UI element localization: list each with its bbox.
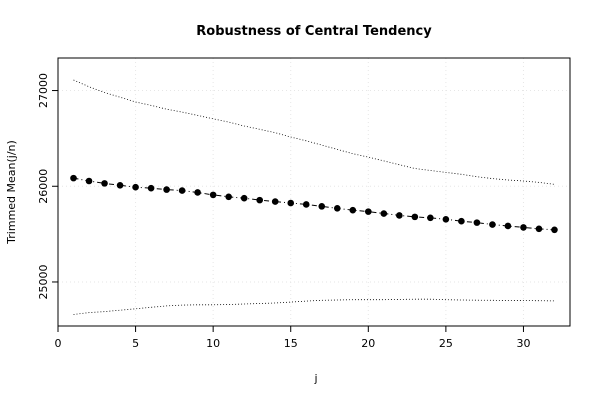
- mean-point: [209, 191, 217, 199]
- mean-point: [380, 210, 388, 217]
- x-tick-label: 10: [206, 337, 220, 350]
- y-tick-label: 27000: [37, 73, 50, 108]
- mean-point: [349, 206, 357, 214]
- mean-point: [504, 222, 512, 230]
- mean-point: [427, 214, 434, 222]
- mean-point: [551, 226, 558, 234]
- mean-point: [473, 219, 481, 226]
- grid-lines: [57, 58, 570, 326]
- plot-frame: [57, 57, 571, 327]
- mean-point: [287, 199, 295, 207]
- x-tick-label: 30: [516, 337, 530, 350]
- mean-point: [240, 194, 248, 202]
- mean-point: [396, 212, 403, 219]
- mean-point: [194, 189, 201, 196]
- confidence-bands: [73, 79, 555, 315]
- mean-point: [302, 201, 310, 208]
- mean-point: [225, 193, 232, 201]
- mean-point: [489, 221, 496, 228]
- x-tick-label: 20: [361, 337, 375, 350]
- y-axis: 25000 26000 27000: [37, 73, 58, 299]
- x-tick-label: 15: [284, 337, 298, 350]
- y-tick-label: 26000: [37, 169, 50, 204]
- mean-point: [520, 224, 527, 231]
- mean-point: [163, 186, 170, 193]
- mean-point: [132, 183, 139, 191]
- mean-point: [271, 198, 279, 205]
- mean-point: [116, 182, 124, 189]
- mean-point: [318, 203, 326, 210]
- mean-point: [365, 208, 372, 215]
- x-tick-label: 5: [132, 337, 139, 350]
- mean-point: [535, 225, 543, 233]
- y-tick-label: 25000: [37, 264, 50, 299]
- chart-title: Robustness of Central Tendency: [196, 24, 432, 39]
- x-tick-label: 25: [439, 337, 453, 350]
- mean-point: [458, 217, 465, 225]
- mean-series: [70, 174, 558, 234]
- mean-point: [442, 215, 450, 223]
- y-axis-label: Trimmed Mean(j/n): [5, 140, 18, 245]
- mean-point: [256, 196, 263, 204]
- mean-point: [85, 177, 93, 185]
- lower-band-line: [73, 298, 555, 315]
- x-axis: 0 5 10 15 20 25 30: [55, 325, 530, 350]
- mean-point: [70, 174, 77, 182]
- mean-point: [333, 204, 341, 212]
- upper-band-line: [73, 79, 555, 185]
- x-axis-label: j: [313, 372, 317, 385]
- x-tick-label: 0: [55, 337, 62, 350]
- mean-point: [101, 180, 108, 187]
- mean-point: [147, 184, 155, 192]
- mean-point: [178, 187, 186, 194]
- mean-point: [411, 213, 419, 221]
